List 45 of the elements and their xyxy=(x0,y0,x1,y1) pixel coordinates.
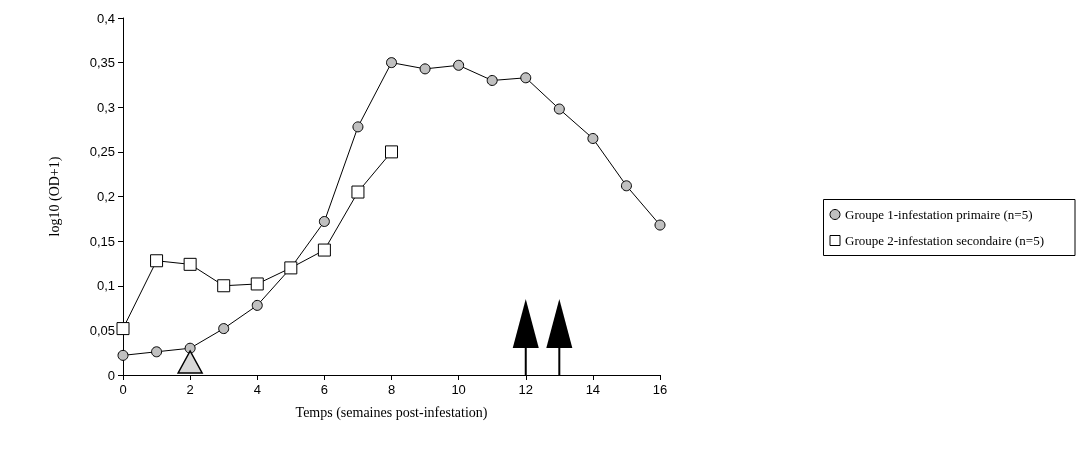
point xyxy=(419,63,431,75)
point xyxy=(184,342,196,354)
y-tick-label: 0,25 xyxy=(89,144,115,160)
y-tick-label: 0,4 xyxy=(96,10,115,26)
y-tick-label: 0,1 xyxy=(96,278,115,294)
point xyxy=(117,349,129,361)
point xyxy=(453,59,465,71)
point xyxy=(218,323,230,335)
point xyxy=(553,103,565,115)
point xyxy=(317,243,331,257)
y-tick-label: 0,35 xyxy=(89,55,115,71)
legend-label: Groupe 1-infestation primaire (n=5) xyxy=(845,207,1033,222)
point xyxy=(620,180,632,192)
point xyxy=(217,279,231,293)
x-tick-label: 6 xyxy=(320,382,328,397)
point xyxy=(151,346,163,358)
y-tick-label: 0,05 xyxy=(89,322,115,338)
point xyxy=(318,215,330,227)
point xyxy=(486,74,498,86)
point xyxy=(587,132,599,144)
x-tick-label: 4 xyxy=(253,382,261,397)
x-tick-label: 12 xyxy=(518,382,533,397)
x-tick-label: 10 xyxy=(451,382,466,397)
y-axis-title: log10 (OD+1) xyxy=(46,156,63,237)
y-tick-label: 0,2 xyxy=(96,189,115,204)
point xyxy=(183,257,197,271)
point xyxy=(251,299,263,311)
x-tick-label: 14 xyxy=(585,382,601,397)
point xyxy=(116,322,130,336)
point xyxy=(150,254,164,268)
point xyxy=(351,185,365,199)
point xyxy=(250,277,264,291)
x-tick-label: 16 xyxy=(652,382,668,397)
point xyxy=(352,121,364,133)
point xyxy=(386,57,397,69)
y-tick-label: 0,15 xyxy=(89,233,115,249)
point xyxy=(654,219,666,231)
point xyxy=(520,72,532,84)
x-tick-label: 2 xyxy=(186,382,194,397)
legend-label: Groupe 2-infestation secondaire (n=5) xyxy=(845,233,1045,248)
x-tick-label: 0 xyxy=(119,382,127,397)
y-tick-label: 0 xyxy=(107,367,115,383)
x-tick-label: 8 xyxy=(387,382,396,397)
y-tick-label: 0,3 xyxy=(96,99,115,115)
x-axis-title: Temps (semaines post-infestation) xyxy=(295,404,488,421)
